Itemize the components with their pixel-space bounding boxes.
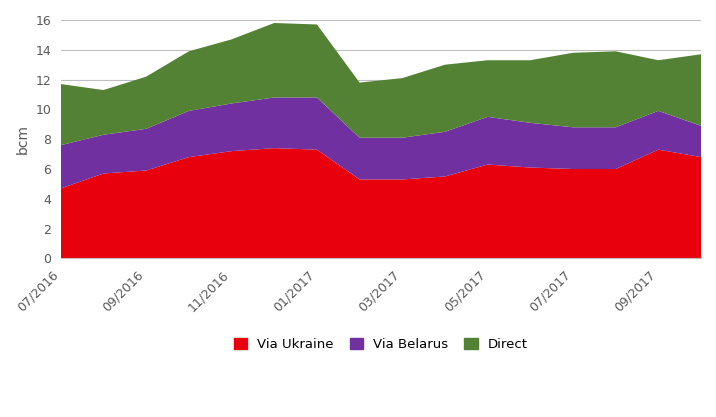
Y-axis label: bcm: bcm [16,124,30,154]
Legend: Via Ukraine, Via Belarus, Direct: Via Ukraine, Via Belarus, Direct [227,332,535,358]
